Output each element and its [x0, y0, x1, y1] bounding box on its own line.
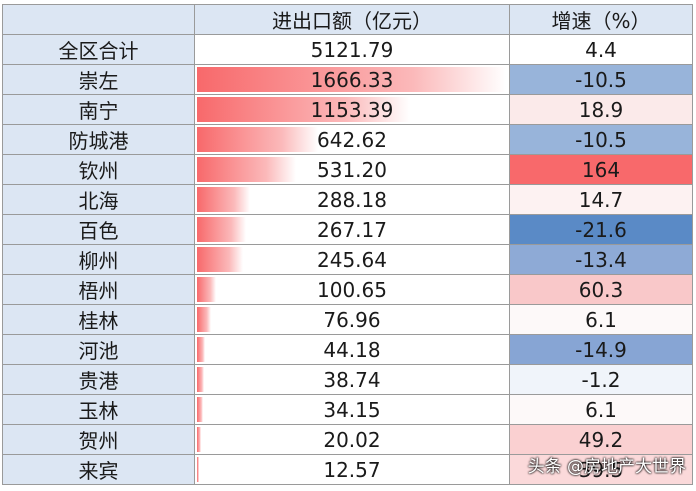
table-row: 桂林 76.96 6.1	[2, 304, 693, 335]
data-bar	[197, 427, 201, 452]
growth-cell: -10.5	[509, 124, 693, 155]
region-name-cell: 柳州	[2, 244, 195, 275]
growth-cell: 164	[509, 154, 693, 185]
table-row: 贵港 38.74 -1.2	[2, 364, 693, 395]
trade-value-text: 34.15	[323, 397, 381, 422]
table-row: 北海 288.18 14.7	[2, 184, 693, 215]
region-name-cell: 桂林	[2, 304, 195, 335]
trade-value-cell: 245.64	[194, 244, 510, 275]
region-name-cell: 崇左	[2, 64, 195, 95]
table-row: 全区合计 5121.79 4.4	[2, 34, 693, 65]
table-row: 柳州 245.64 -13.4	[2, 244, 693, 275]
trade-value-cell: 100.65	[194, 274, 510, 305]
trade-value-cell: 12.57	[194, 454, 510, 485]
growth-cell: -1.2	[509, 364, 693, 395]
data-bar	[197, 157, 296, 182]
data-bar	[197, 247, 244, 272]
trade-value-cell: 76.96	[194, 304, 510, 335]
region-name-cell: 梧州	[2, 274, 195, 305]
trade-value-text: 1153.39	[310, 97, 394, 122]
table-row: 贺州 20.02 49.2	[2, 424, 693, 455]
trade-value-text: 288.18	[317, 187, 387, 212]
trade-value-cell: 1153.39	[194, 94, 510, 125]
watermark: 头条 @房地产大世界	[527, 457, 686, 477]
region-name-cell: 来宾	[2, 454, 195, 485]
growth-cell: 60.3	[509, 274, 693, 305]
table-row: 梧州 100.65 60.3	[2, 274, 693, 305]
trade-value-text: 44.18	[323, 337, 381, 362]
data-bar	[197, 307, 212, 332]
data-bar	[197, 187, 250, 212]
trade-value-text: 642.62	[317, 127, 387, 152]
region-name-cell: 北海	[2, 184, 195, 215]
table-row: 崇左 1666.33 -10.5	[2, 64, 693, 95]
growth-cell: -21.6	[509, 214, 693, 245]
region-name-cell: 贺州	[2, 424, 195, 455]
growth-cell: 6.1	[509, 394, 693, 425]
data-bar	[197, 337, 206, 362]
header-growth: 增速（%）	[509, 4, 693, 35]
trade-value-cell: 267.17	[194, 214, 510, 245]
region-name-cell: 河池	[2, 334, 195, 365]
trade-value-cell: 1666.33	[194, 64, 510, 95]
region-name-cell: 南宁	[2, 94, 195, 125]
data-bar	[197, 217, 247, 242]
trade-value-cell: 531.20	[194, 154, 510, 185]
data-bar	[197, 127, 318, 152]
table-row: 河池 44.18 -14.9	[2, 334, 693, 365]
table-row: 钦州 531.20 164	[2, 154, 693, 185]
region-name-cell: 玉林	[2, 394, 195, 425]
table-row: 防城港 642.62 -10.5	[2, 124, 693, 155]
trade-value-text: 76.96	[323, 307, 381, 332]
trade-value-cell: 44.18	[194, 334, 510, 365]
trade-value-cell: 288.18	[194, 184, 510, 215]
header-region	[2, 4, 195, 35]
table-row: 南宁 1153.39 18.9	[2, 94, 693, 125]
trade-value-cell: 5121.79	[194, 34, 510, 65]
growth-cell: -10.5	[509, 64, 693, 95]
data-bar	[197, 367, 205, 392]
growth-cell: 4.4	[509, 34, 693, 65]
trade-value-text: 5121.79	[310, 37, 394, 62]
data-bar	[197, 457, 200, 482]
trade-value-text: 1666.33	[310, 67, 394, 92]
trade-value-cell: 642.62	[194, 124, 510, 155]
growth-cell: 14.7	[509, 184, 693, 215]
trade-table: 进出口额（亿元） 增速（%） 全区合计 5121.79 4.4 崇左 1666.33 -1…	[2, 4, 693, 485]
growth-cell: -14.9	[509, 334, 693, 365]
trade-value-cell: 20.02	[194, 424, 510, 455]
region-name-cell: 贵港	[2, 364, 195, 395]
trade-value-text: 100.65	[317, 277, 387, 302]
growth-cell: 39.5	[509, 454, 693, 485]
trade-value-cell: 34.15	[194, 394, 510, 425]
trade-value-cell: 38.74	[194, 364, 510, 395]
growth-cell: -13.4	[509, 244, 693, 275]
header-row: 进出口额（亿元） 增速（%）	[2, 4, 693, 35]
data-bar	[197, 97, 411, 122]
trade-value-text: 267.17	[317, 217, 387, 242]
table-row: 来宾 12.57 39.5	[2, 454, 693, 485]
trade-value-text: 12.57	[323, 457, 381, 482]
trade-value-text: 20.02	[323, 427, 381, 452]
region-name-cell: 全区合计	[2, 34, 195, 65]
data-bar	[197, 397, 204, 422]
growth-cell: 18.9	[509, 94, 693, 125]
region-name-cell: 防城港	[2, 124, 195, 155]
data-bar	[197, 67, 506, 92]
table-row: 玉林 34.15 6.1	[2, 394, 693, 425]
growth-cell: 6.1	[509, 304, 693, 335]
data-bar	[197, 277, 216, 302]
growth-cell: 49.2	[509, 424, 693, 455]
trade-value-text: 38.74	[323, 367, 381, 392]
trade-value-text: 531.20	[317, 157, 387, 182]
trade-value-text: 245.64	[317, 247, 387, 272]
region-name-cell: 百色	[2, 214, 195, 245]
region-name-cell: 钦州	[2, 154, 195, 185]
table-row: 百色 267.17 -21.6	[2, 214, 693, 245]
header-trade-value: 进出口额（亿元）	[194, 4, 510, 35]
